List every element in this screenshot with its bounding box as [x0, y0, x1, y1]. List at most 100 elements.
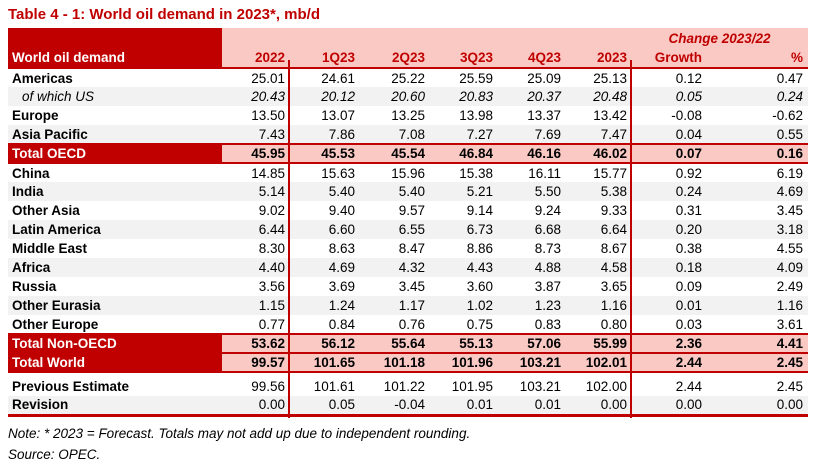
row-label: Other Asia [12, 203, 80, 218]
value-cell: -0.62 [772, 108, 803, 123]
row-label: Russia [12, 279, 57, 294]
value-cell: 3.69 [328, 279, 355, 294]
value-cell: 6.55 [360, 220, 430, 239]
row-label: of which US [8, 87, 222, 106]
value-cell: 0.16 [718, 143, 808, 164]
value-cell: 6.68 [498, 220, 566, 239]
value-cell: 3.87 [534, 279, 561, 294]
value-cell: 7.86 [290, 125, 360, 144]
value-cell: 25.01 [251, 70, 285, 86]
value-cell: 0.12 [675, 70, 702, 86]
value-cell: 13.50 [251, 108, 285, 123]
value-cell: 0.00 [632, 396, 718, 417]
value-cell: 0.92 [675, 165, 702, 181]
value-cell: 5.50 [498, 182, 566, 201]
value-cell: 0.24 [632, 182, 718, 201]
value-cell: 1.17 [360, 296, 430, 315]
row-label: Africa [8, 258, 222, 277]
value-cell: 4.40 [222, 258, 290, 277]
value-cell: 4.88 [498, 258, 566, 277]
column-divider-line-2023 [630, 60, 632, 418]
value-cell: 3.60 [466, 279, 493, 294]
value-cell: 4.09 [718, 258, 808, 277]
source-line: Source: OPEC. [8, 446, 101, 462]
value-cell: 57.06 [498, 333, 566, 353]
value-cell: 3.61 [776, 316, 803, 332]
value-cell: 5.40 [360, 182, 430, 201]
table-row: Russia 3.56 3.69 3.45 3.60 3.87 3.65 0.09 2.49 [8, 277, 808, 296]
table-row: Total Non-OECD 53.62 56.12 55.64 55.13 57.06 5… [8, 333, 808, 353]
value-cell: 7.47 [566, 125, 632, 144]
value-cell: 8.67 [600, 241, 627, 256]
value-cell: 25.09 [527, 70, 561, 86]
value-cell: 7.08 [360, 125, 430, 144]
footnote: Note: * 2023 = Forecast. Totals may not … [8, 425, 471, 441]
table-row: Other Europe 0.77 0.84 0.76 0.75 0.83 0.80 0.03… [8, 315, 808, 334]
value-cell: 0.05 [632, 87, 718, 106]
col-header-2023: 2023 [566, 48, 632, 69]
row-label: Total World [8, 352, 222, 373]
table-row: Middle East 8.30 8.63 8.47 8.86 8.73 8.67 0.38 4… [8, 239, 808, 258]
value-cell: 0.00 [566, 396, 632, 417]
value-cell: 2.49 [776, 279, 803, 294]
table-row: Asia Pacific 7.43 7.86 7.08 7.27 7.69 7.47 0.04… [8, 125, 808, 144]
value-cell: 24.61 [321, 70, 355, 86]
row-label: Total Non-OECD [8, 333, 222, 353]
value-cell: 0.76 [398, 316, 425, 332]
row-label: Other Eurasia [8, 296, 222, 315]
value-cell: 0.80 [600, 316, 627, 332]
value-cell: 103.21 [519, 379, 561, 394]
value-cell: 15.96 [391, 165, 425, 181]
estimate-table-body: Previous Estimate 99.56 101.61 101.22 101.95… [8, 377, 808, 417]
value-cell: 0.83 [534, 316, 561, 332]
value-cell: 13.07 [321, 108, 355, 123]
table-row: Previous Estimate 99.56 101.61 101.22 101.95… [8, 377, 808, 396]
value-cell: 8.73 [534, 241, 561, 256]
col-header-1q23: 1Q23 [290, 48, 360, 69]
value-cell: 6.19 [776, 165, 803, 181]
table-row: Total World 99.57 101.65 101.18 101.96 103.21… [8, 352, 808, 373]
value-cell: 13.98 [459, 108, 493, 123]
value-cell: 20.60 [360, 87, 430, 106]
value-cell: 13.25 [391, 108, 425, 123]
value-cell: 1.16 [718, 296, 808, 315]
col-header-4q23: 4Q23 [498, 48, 566, 69]
table-row: Africa 4.40 4.69 4.32 4.43 4.88 4.58 0.18 4.09 [8, 258, 808, 277]
value-cell: 5.21 [430, 182, 498, 201]
value-cell: 0.31 [675, 203, 702, 218]
value-cell: 53.62 [222, 333, 290, 353]
value-cell: 3.65 [600, 279, 627, 294]
value-cell: 14.85 [251, 165, 285, 181]
row-label: Latin America [8, 220, 222, 239]
value-cell: 2.44 [675, 379, 702, 394]
value-cell: 8.47 [398, 241, 425, 256]
value-cell: 103.21 [498, 352, 566, 373]
value-cell: 55.13 [430, 333, 498, 353]
value-cell: 0.24 [718, 87, 808, 106]
value-cell: 2.36 [632, 333, 718, 353]
value-cell: 0.00 [222, 396, 290, 417]
value-cell: 5.14 [222, 182, 290, 201]
value-cell: 0.04 [632, 125, 718, 144]
value-cell: 102.00 [585, 379, 627, 394]
row-label: Americas [12, 70, 73, 86]
table-row: of which US 20.43 20.12 20.60 20.83 20.37 20.4… [8, 87, 808, 106]
value-cell: 25.59 [459, 70, 493, 86]
value-cell: 55.64 [360, 333, 430, 353]
table-row: Total OECD 45.95 45.53 45.54 46.84 46.16 46.02… [8, 143, 808, 164]
table-row: India 5.14 5.40 5.40 5.21 5.50 5.38 0.24 4.69 [8, 182, 808, 201]
table-row: Europe 13.50 13.07 13.25 13.98 13.37 13.42 -0.0… [8, 106, 808, 125]
value-cell: 101.61 [313, 379, 355, 394]
col-header-growth: Growth [632, 48, 718, 69]
value-cell: 0.01 [632, 296, 718, 315]
value-cell: 9.24 [534, 203, 561, 218]
value-cell: 4.69 [290, 258, 360, 277]
value-cell: 16.11 [528, 165, 561, 181]
table-header: World oil demand Change 2023/22 2022 1Q2… [8, 28, 808, 69]
value-cell: 8.86 [466, 241, 493, 256]
value-cell: 0.05 [290, 396, 360, 417]
value-cell: 3.18 [718, 220, 808, 239]
value-cell: 99.56 [251, 379, 285, 394]
value-cell: 45.54 [360, 143, 430, 164]
value-cell: 99.57 [222, 352, 290, 373]
